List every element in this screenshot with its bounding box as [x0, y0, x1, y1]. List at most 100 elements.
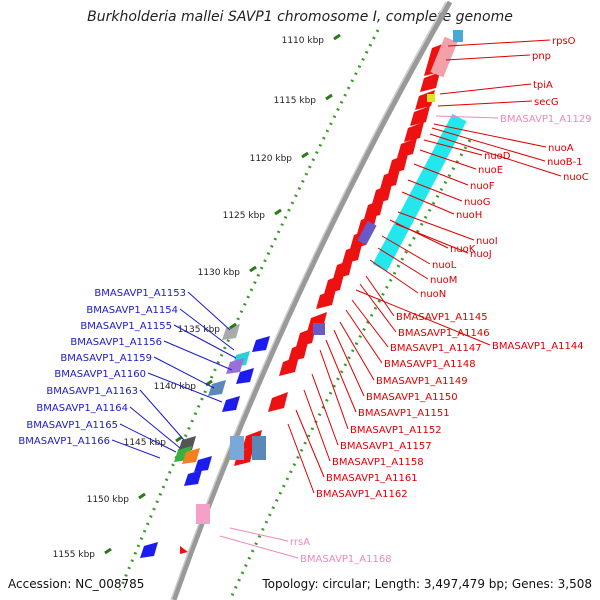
gene-label: BMASAVP1_A1151	[358, 408, 450, 419]
gene-features	[140, 30, 467, 558]
gene-label: nuoC	[563, 172, 589, 183]
gene-red-16	[324, 274, 344, 294]
gene-label: rrsA	[290, 537, 310, 548]
gene-steel-1	[252, 436, 266, 460]
label-leader	[345, 309, 383, 364]
kbp-tick-label: 1140 kbp	[154, 382, 197, 392]
gene-label: BMASAVP1_A1162	[316, 489, 408, 500]
label-leader	[287, 423, 315, 494]
gene-red-3	[420, 72, 440, 92]
label-leader	[377, 247, 429, 280]
kbp-tick-mark	[175, 435, 183, 443]
gene-left-3	[226, 358, 244, 374]
gene-label: BMASAVP1_A1149	[376, 376, 468, 387]
gene-steel-2	[230, 436, 244, 460]
gene-red-11	[364, 199, 384, 219]
gene-label: nuoJ	[470, 249, 492, 260]
label-leader	[173, 324, 237, 359]
label-leader	[333, 329, 365, 397]
gene-label: nuoG	[464, 197, 491, 208]
label-leader	[163, 340, 233, 371]
label-leader	[339, 321, 375, 381]
gene-left-12	[140, 542, 158, 558]
label-leader	[187, 291, 231, 331]
gene-label: BMASAVP1_A1144	[492, 341, 584, 352]
gene-label: tpiA	[533, 80, 553, 91]
label-leader	[381, 235, 431, 265]
gene-label: BMASAVP1_A1158	[332, 457, 424, 468]
label-leader	[437, 100, 533, 107]
gene-red-20	[288, 342, 308, 362]
gene-left-13	[222, 324, 240, 340]
label-leader	[439, 83, 532, 95]
label-leader	[445, 54, 531, 61]
gene-label: nuoH	[456, 210, 482, 221]
gene-label: BMASAVP1_A1155	[80, 321, 172, 332]
gene-pink-block	[430, 36, 458, 78]
label-leader	[119, 423, 177, 453]
gene-label: BMASAVP1_A1161	[326, 473, 418, 484]
gene-label: BMASAVP1_A1147	[390, 343, 482, 354]
gene-label: BMASAVP1_A1168	[300, 554, 392, 565]
gene-label: BMASAVP1_A1166	[18, 436, 110, 447]
gene-label: nuoN	[420, 289, 446, 300]
gene-label: BMASAVP1_A1153	[94, 288, 186, 299]
gene-label: nuoE	[478, 165, 503, 176]
label-leader	[413, 163, 469, 186]
gene-red-21	[279, 356, 299, 376]
gene-label: BMASAVP1_A1152	[350, 425, 442, 436]
label-leader	[351, 299, 389, 348]
gene-label: rpsO	[552, 36, 576, 47]
gene-label: BMASAVP1_A1156	[70, 337, 162, 348]
gene-left-1	[252, 336, 270, 352]
gene-label: BMASAVP1_A1148	[384, 359, 476, 370]
gene-red-19	[296, 327, 316, 347]
label-leader	[419, 149, 477, 170]
label-leader	[365, 275, 395, 317]
gene-red-15	[333, 259, 353, 279]
label-leader	[397, 211, 475, 241]
gene-red-7	[397, 138, 417, 158]
topology-text: Topology: circular; Length: 3,497,479 bp…	[262, 577, 592, 591]
kbp-tick-label: 1135 kbp	[178, 325, 221, 335]
gene-label: nuoB-1	[547, 157, 583, 168]
gene-left-9	[182, 448, 200, 464]
kbp-tick-mark	[138, 492, 146, 500]
label-leader	[359, 283, 397, 333]
gene-label: BMASAVP1_A1159	[60, 353, 152, 364]
gene-label: secG	[534, 97, 559, 108]
gene-cyan-block	[372, 113, 467, 272]
label-leader	[129, 406, 181, 449]
left-gene-labels: BMASAVP1_A1153 BMASAVP1_A1154 BMASAVP1_A11…	[18, 288, 237, 459]
kbp-tick-mark	[229, 322, 237, 330]
gene-red-5	[410, 106, 430, 126]
gene-label: nuoK	[450, 244, 476, 255]
label-leader	[153, 356, 215, 389]
label-leader	[433, 123, 547, 148]
gene-label: nuoA	[548, 143, 574, 154]
outer-dotted-ring	[118, 29, 380, 591]
gene-label: BMASAVP1_A1129	[500, 114, 592, 125]
gene-label: nuoI	[476, 236, 498, 247]
gene-left-10	[194, 456, 212, 472]
kbp-tick-mark	[274, 208, 282, 216]
label-leader	[355, 289, 491, 346]
label-leader	[311, 373, 339, 446]
gene-blue-small	[453, 30, 463, 42]
label-leader	[431, 127, 546, 162]
gene-purple-small	[313, 323, 325, 335]
gene-label: BMASAVP1_A1160	[54, 369, 146, 380]
gene-label: BMASAVP1_A1154	[86, 305, 178, 316]
label-leader	[407, 179, 463, 202]
gene-red-9	[380, 169, 400, 189]
accession-text: Accession: NC_008785	[8, 577, 145, 591]
gene-left-11	[184, 470, 202, 486]
map-title: Burkholderia mallei SAVP1 chromosome I, …	[87, 9, 513, 25]
gene-red-14	[342, 244, 362, 264]
kbp-tick-label: 1130 kbp	[198, 268, 241, 278]
gene-label: nuoD	[484, 151, 511, 162]
gene-label: nuoL	[432, 260, 457, 271]
label-leader	[447, 39, 551, 47]
gene-label: nuoM	[430, 275, 457, 286]
